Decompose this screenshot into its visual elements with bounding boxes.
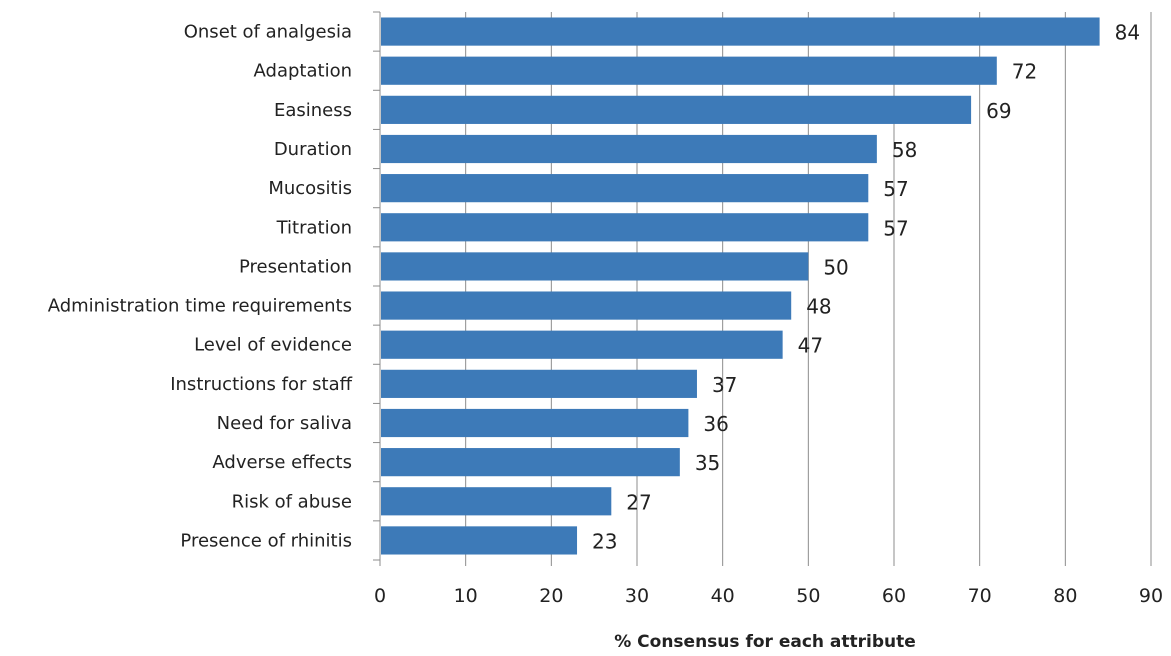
category-label: Need for saliva [217,413,352,434]
bar [381,448,680,477]
value-label: 57 [883,177,908,201]
x-tick-label: 50 [796,585,820,607]
labels: 0 10 20 30 40 50 60 70 80 90 Onset of analgesia 84 A… [48,21,1163,607]
x-tick-label: 10 [454,585,478,607]
bar [381,408,689,438]
x-tick-label: 90 [1139,585,1163,607]
category-label: Risk of abuse [232,491,352,512]
value-label: 47 [798,334,823,358]
bars [381,17,1100,555]
bar [381,330,783,359]
value-label: 48 [806,295,831,319]
value-label: 35 [695,451,720,475]
bar [381,174,869,203]
category-label: Duration [274,139,352,160]
bar [381,369,697,398]
value-label: 27 [626,490,651,514]
category-label: Presentation [239,256,352,277]
value-label: 58 [892,138,917,162]
bar [381,291,792,320]
bar [381,526,578,555]
bar [381,56,997,85]
value-label: 72 [1012,60,1037,84]
category-label: Easiness [274,100,352,121]
bar [381,95,972,124]
bar [381,134,877,164]
x-tick-label: 20 [539,585,563,607]
x-tick-label: 40 [711,585,735,607]
value-label: 69 [986,99,1011,123]
axes [373,11,381,566]
category-label: Adaptation [254,61,352,82]
x-axis-title: % Consensus for each attribute [614,632,916,652]
value-label: 23 [592,529,617,553]
bar [381,252,809,281]
value-label: 57 [883,216,908,240]
category-label: Presence of rhinitis [180,530,352,551]
value-label: 36 [703,412,728,436]
x-tick-label: 80 [1053,585,1077,607]
gridlines [465,12,1152,566]
category-label: Adverse effects [212,452,352,473]
x-tick-label: 60 [882,585,906,607]
x-tick-label: 0 [374,585,386,607]
value-label: 50 [823,255,848,279]
category-label: Titration [276,217,352,238]
category-label: Instructions for staff [170,374,352,395]
category-label: Mucositis [268,178,352,199]
category-label: Level of evidence [194,335,352,356]
value-label: 37 [712,373,737,397]
bar [381,17,1100,46]
bar [381,487,612,516]
x-tick-label: 30 [625,585,649,607]
value-label: 84 [1115,21,1140,45]
bar [381,213,869,242]
category-label: Administration time requirements [48,296,352,317]
category-label: Onset of analgesia [184,22,352,43]
x-tick-label: 70 [968,585,992,607]
